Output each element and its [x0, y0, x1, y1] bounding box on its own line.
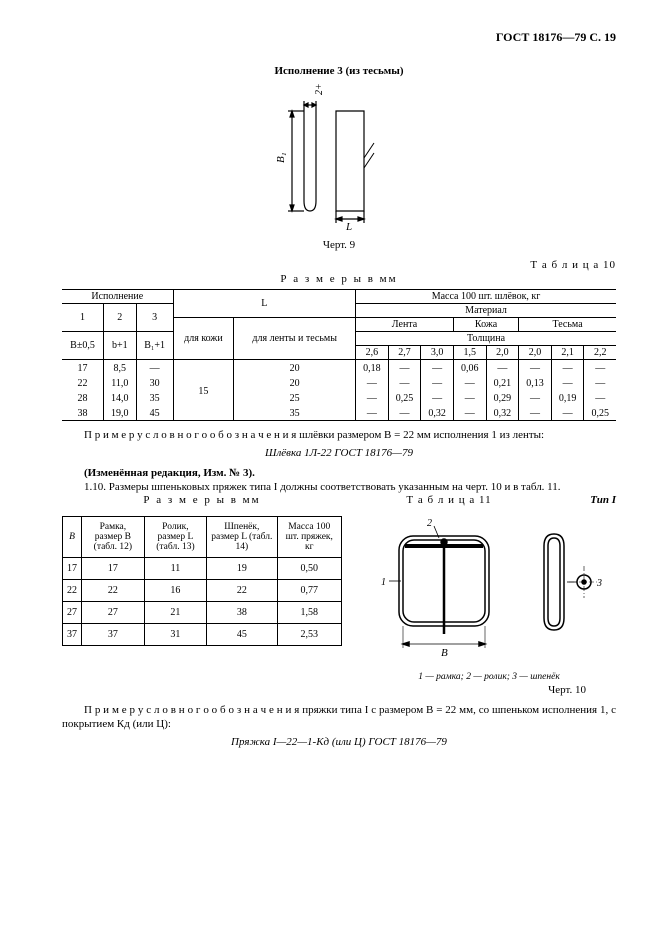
table-row: 2211,030 20————0,210,13——	[62, 375, 616, 390]
example1-formula: Шлёвка 1Л-22 ГОСТ 18176—79	[62, 447, 616, 459]
svg-text:3: 3	[596, 578, 602, 589]
fig10-drawing: 1 2 3 B 1 — рамка; 2 — ролик; 3 — шпенёк…	[362, 516, 616, 696]
fig9-drawing: 2+1 B₁ L	[62, 83, 616, 233]
table-row: 178,5— 15 200,18——0,06————	[62, 360, 616, 376]
svg-text:B₁: B₁	[275, 152, 287, 163]
p110: 1.10. Размеры шпеньковых пряжек типа I д…	[62, 481, 616, 495]
example2: П р и м е р у с л о в н о г о о б о з н …	[62, 704, 616, 732]
table-row: 272721381,58	[63, 602, 342, 624]
fig10-caption: Черт. 10	[362, 684, 616, 696]
table-row: 2814,035 25—0,25——0,29—0,19—	[62, 390, 616, 405]
example2-formula: Пряжка I—22—1-Кд (или Ц) ГОСТ 18176—79	[62, 736, 616, 748]
table-row: 3819,045 35——0,32—0,32——0,25	[62, 405, 616, 421]
table11-label: Т а б л и ц а 11	[406, 494, 491, 506]
table-row: 171711190,50	[63, 558, 342, 580]
table-11: B Рамка, размер B (табл. 12) Ролик, разм…	[62, 516, 342, 646]
table-row: 373731452,53	[63, 624, 342, 646]
table-10: Исполнение L Масса 100 шт. шлёвок, кг 1 …	[62, 289, 616, 421]
table11-dim-caption: Р а з м е р ы в мм	[62, 494, 342, 506]
svg-text:1: 1	[381, 577, 386, 588]
example1: П р и м е р у с л о в н о г о о б о з н …	[62, 429, 616, 443]
svg-text:L: L	[345, 221, 352, 233]
svg-text:2+1: 2+1	[314, 83, 325, 95]
type-label: Тип I	[556, 494, 616, 506]
fig9-caption: Черт. 9	[62, 239, 616, 251]
table10-label: Т а б л и ц а 10	[62, 259, 616, 271]
table-row: 222216220,77	[63, 580, 342, 602]
svg-text:2: 2	[427, 518, 432, 529]
amendment: (Изменённая редакция, Изм. № 3).	[62, 467, 616, 481]
table10-dim-caption: Р а з м е р ы в мм	[62, 273, 616, 285]
svg-text:B: B	[441, 647, 448, 659]
fig9-title: Исполнение 3 (из тесьмы)	[62, 65, 616, 77]
fig10-legend: 1 — рамка; 2 — ролик; 3 — шпенёк	[362, 672, 616, 682]
page-header: ГОСТ 18176—79 С. 19	[62, 30, 616, 45]
